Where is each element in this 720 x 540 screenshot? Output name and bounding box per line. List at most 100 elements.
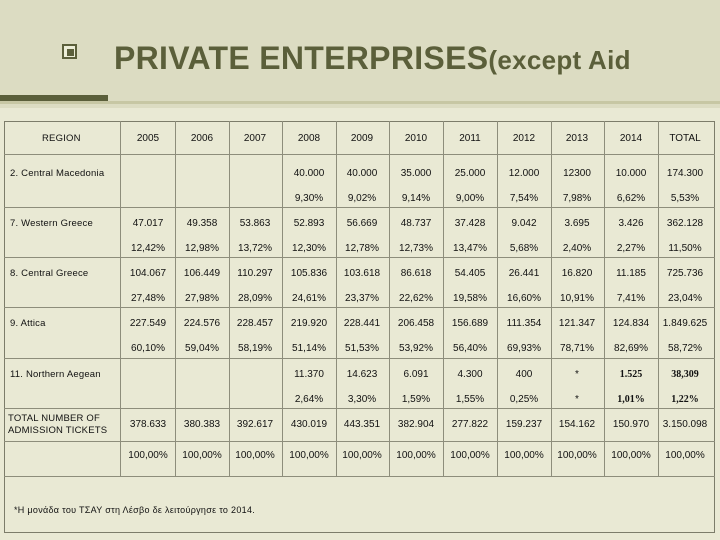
table-cell: 392.617 [236,419,274,430]
table-cell: 22,62% [399,293,433,304]
table-cell: 28,09% [238,293,272,304]
table-cell: 69,93% [507,343,541,354]
table-cell: 10.000 [615,168,647,179]
table-cell: 16.820 [561,268,593,279]
table-cell: 48.737 [400,218,432,229]
table-cell: 49.358 [186,218,218,229]
table-cell: 362.128 [666,218,704,229]
table-cell: 23,04% [668,293,702,304]
table-cell: 12,78% [345,243,379,254]
table-cell: * [575,394,579,405]
table-cell: 206.458 [397,318,435,329]
column-header: 2009 [350,133,374,144]
title-rule [0,101,720,104]
table-cell: 9,14% [401,193,431,204]
table-cell: 725.736 [666,268,704,279]
row-divider [4,207,715,208]
column-header: 2006 [190,133,214,144]
table-cell: 14.623 [346,369,378,380]
table-cell: 380.383 [183,419,221,430]
row-divider [4,257,715,258]
table-cell: 27,48% [131,293,165,304]
table-cell: 47.017 [132,218,164,229]
table-cell: 2,27% [616,243,646,254]
column-header: 2012 [512,133,536,144]
table-cell: 100,00% [289,450,329,461]
table-cell: 1,59% [401,394,431,405]
column-divider [443,121,444,476]
table-cell: 2,40% [562,243,592,254]
table-cell: 7,41% [616,293,646,304]
table-cell: 24,61% [292,293,326,304]
title-paren: (except Aid [488,45,631,75]
table-cell: 154.162 [558,419,596,430]
table-cell: 100,00% [182,450,222,461]
table-cell: 3.695 [564,218,590,229]
table-cell: 150.970 [612,419,650,430]
table-cell: 12,30% [292,243,326,254]
column-divider [282,121,283,476]
table-cell: 5,53% [670,193,700,204]
table-cell: 7,98% [562,193,592,204]
table-cell: 104.067 [129,268,167,279]
table-cell: 7,54% [509,193,539,204]
slide-title: PRIVATE ENTERPRISES(except Aid [114,40,631,77]
table-cell: 106.449 [183,268,221,279]
table-cell: 12,73% [399,243,433,254]
accent-bar [0,95,108,101]
region-western-greece: 7. Western Greece [10,218,93,229]
row-divider [4,441,715,442]
table-cell: 9,02% [347,193,377,204]
table-cell: 10,91% [560,293,594,304]
table-cell: 13,47% [453,243,487,254]
column-divider [336,121,337,476]
table-cell: 37.428 [454,218,486,229]
title-main: PRIVATE ENTERPRISES [114,40,489,76]
column-divider [551,121,552,476]
table-cell: 443.351 [343,419,381,430]
table-cell: 9,00% [455,193,485,204]
table-cell: 6,62% [616,193,646,204]
table-cell: 86.618 [400,268,432,279]
table-cell: 9.042 [511,218,537,229]
table-cell: 378.633 [129,419,167,430]
table-cell: 100,00% [504,450,544,461]
table-cell: 174.300 [666,168,704,179]
table-cell: 228.457 [236,318,274,329]
table-cell: 38,309 [671,369,699,380]
table-cell: 1,22% [671,394,699,405]
table-cell: 103.618 [343,268,381,279]
table-cell: 0,25% [509,394,539,405]
region-central-greece: 8. Central Greece [10,268,89,279]
table-cell: 277.822 [451,419,489,430]
table-cell: 54.405 [454,268,486,279]
table-cell: 100,00% [396,450,436,461]
table-cell: 12,42% [131,243,165,254]
table-cell: 51,53% [345,343,379,354]
table-cell: 11.185 [616,268,646,279]
column-divider [229,121,230,476]
table-cell: 124.834 [612,318,650,329]
table-cell: 159.237 [505,419,543,430]
table-cell: 227.549 [129,318,167,329]
table-cell: 4.300 [457,369,483,380]
table-cell: 16,60% [507,293,541,304]
table-cell: 3,30% [347,394,377,405]
row-divider [4,408,715,409]
table-cell: 11.370 [294,369,324,380]
row-divider [4,154,715,155]
column-divider [604,121,605,476]
table-cell: 121.347 [558,318,596,329]
column-header: TOTAL [669,133,701,144]
column-divider [120,121,121,476]
table-cell: 9,30% [294,193,324,204]
column-header: 2007 [243,133,267,144]
table-cell: 53.863 [239,218,271,229]
table-cell: 5,68% [509,243,539,254]
table-cell: 100,00% [557,450,597,461]
table-cell: 100,00% [342,450,382,461]
table-cell: 6.091 [403,369,429,380]
table-cell: 382.904 [397,419,435,430]
table-cell: 40.000 [346,168,378,179]
column-divider [389,121,390,476]
